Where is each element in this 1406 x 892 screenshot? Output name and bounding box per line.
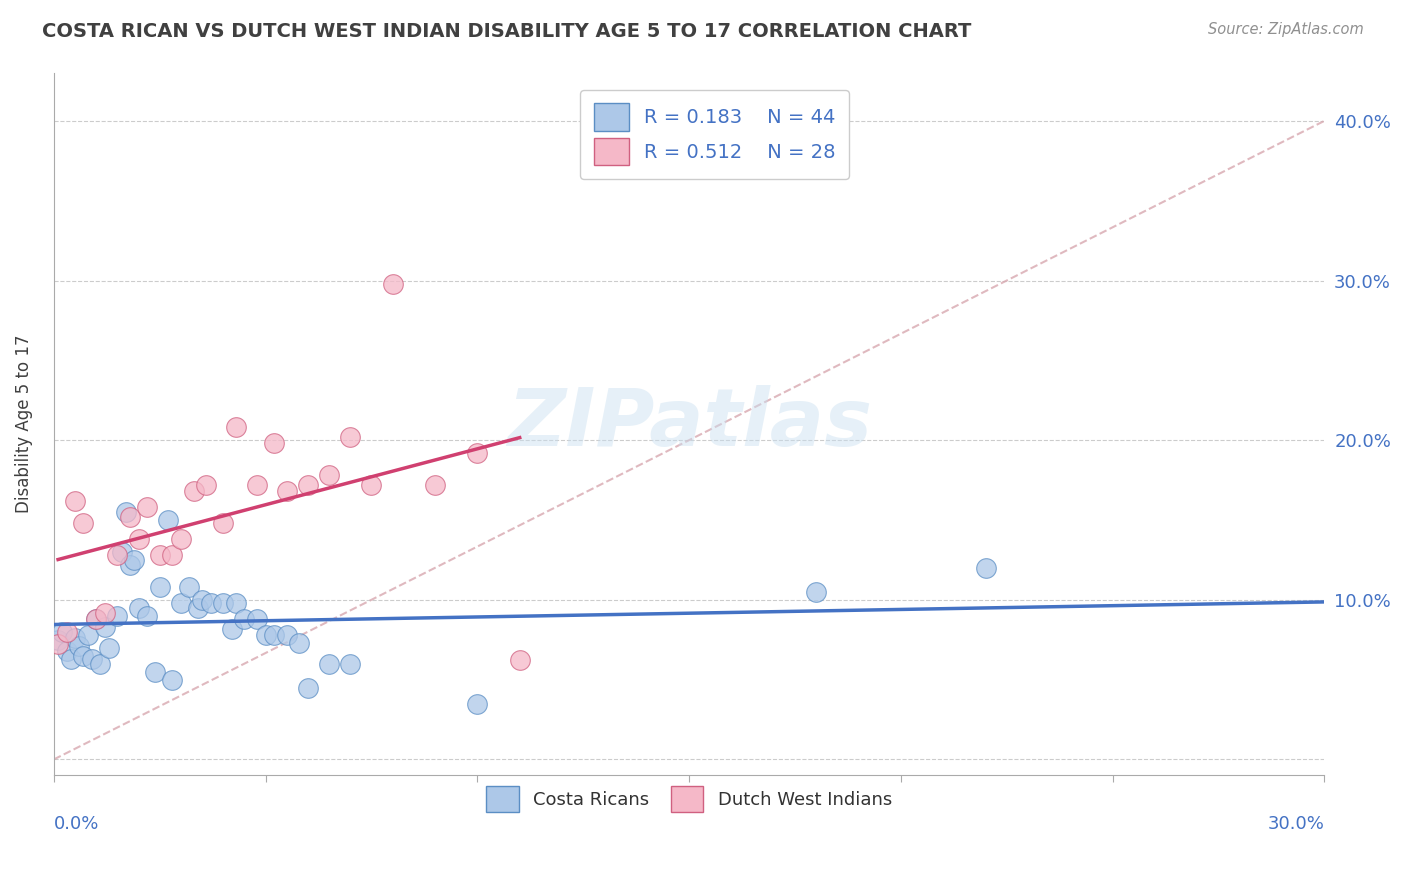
Point [157, 513, 180, 527]
Point [136, 500, 159, 515]
Point [89, 657, 111, 671]
Point [467, 697, 489, 711]
Point [84, 612, 107, 626]
Point [246, 612, 269, 626]
Point [105, 548, 128, 562]
Point [128, 532, 150, 546]
Text: COSTA RICAN VS DUTCH WEST INDIAN DISABILITY AGE 5 TO 17 CORRELATION CHART: COSTA RICAN VS DUTCH WEST INDIAN DISABIL… [42, 22, 972, 41]
Point [97, 640, 120, 655]
Point [76, 628, 98, 642]
Point [467, 446, 489, 460]
Point [225, 420, 247, 434]
Text: 30.0%: 30.0% [1268, 815, 1324, 833]
Point [221, 622, 243, 636]
Point [263, 436, 285, 450]
Point [145, 665, 167, 679]
Point [318, 468, 340, 483]
Point [804, 584, 827, 599]
Point [67, 639, 90, 653]
Point [381, 277, 404, 291]
Point [149, 580, 172, 594]
Point [105, 608, 128, 623]
Point [128, 600, 150, 615]
Text: ZIPatlas: ZIPatlas [506, 385, 872, 463]
Point [63, 493, 86, 508]
Point [170, 532, 193, 546]
Point [288, 636, 311, 650]
Point [93, 620, 115, 634]
Point [120, 509, 142, 524]
Point [59, 652, 82, 666]
Point [191, 592, 214, 607]
Point [974, 561, 997, 575]
Point [339, 657, 361, 671]
Point [183, 484, 205, 499]
Point [195, 478, 218, 492]
Point [162, 673, 184, 687]
Point [339, 430, 361, 444]
Point [509, 653, 531, 667]
Point [46, 632, 69, 647]
Point [51, 624, 73, 639]
Point [55, 624, 77, 639]
Point [318, 657, 340, 671]
Point [360, 478, 382, 492]
Point [63, 631, 86, 645]
Point [187, 600, 209, 615]
Point [120, 558, 142, 572]
Point [162, 548, 184, 562]
Point [276, 628, 298, 642]
Y-axis label: Disability Age 5 to 17: Disability Age 5 to 17 [15, 334, 32, 514]
Legend: Costa Ricans, Dutch West Indians: Costa Ricans, Dutch West Indians [479, 779, 900, 819]
Point [55, 644, 77, 658]
Point [136, 608, 159, 623]
Point [110, 545, 132, 559]
Point [423, 478, 446, 492]
Point [212, 596, 235, 610]
Point [246, 478, 269, 492]
Point [46, 638, 69, 652]
Point [114, 505, 136, 519]
Point [225, 596, 247, 610]
Point [149, 548, 172, 562]
Point [179, 580, 201, 594]
Point [72, 648, 94, 663]
Point [124, 553, 146, 567]
Text: 0.0%: 0.0% [53, 815, 100, 833]
Point [200, 596, 222, 610]
Point [254, 628, 277, 642]
Point [80, 652, 103, 666]
Point [276, 484, 298, 499]
Point [212, 516, 235, 530]
Point [263, 628, 285, 642]
Point [93, 606, 115, 620]
Point [84, 612, 107, 626]
Text: Source: ZipAtlas.com: Source: ZipAtlas.com [1208, 22, 1364, 37]
Point [233, 612, 256, 626]
Point [72, 516, 94, 530]
Point [170, 596, 193, 610]
Point [297, 681, 319, 695]
Point [297, 478, 319, 492]
